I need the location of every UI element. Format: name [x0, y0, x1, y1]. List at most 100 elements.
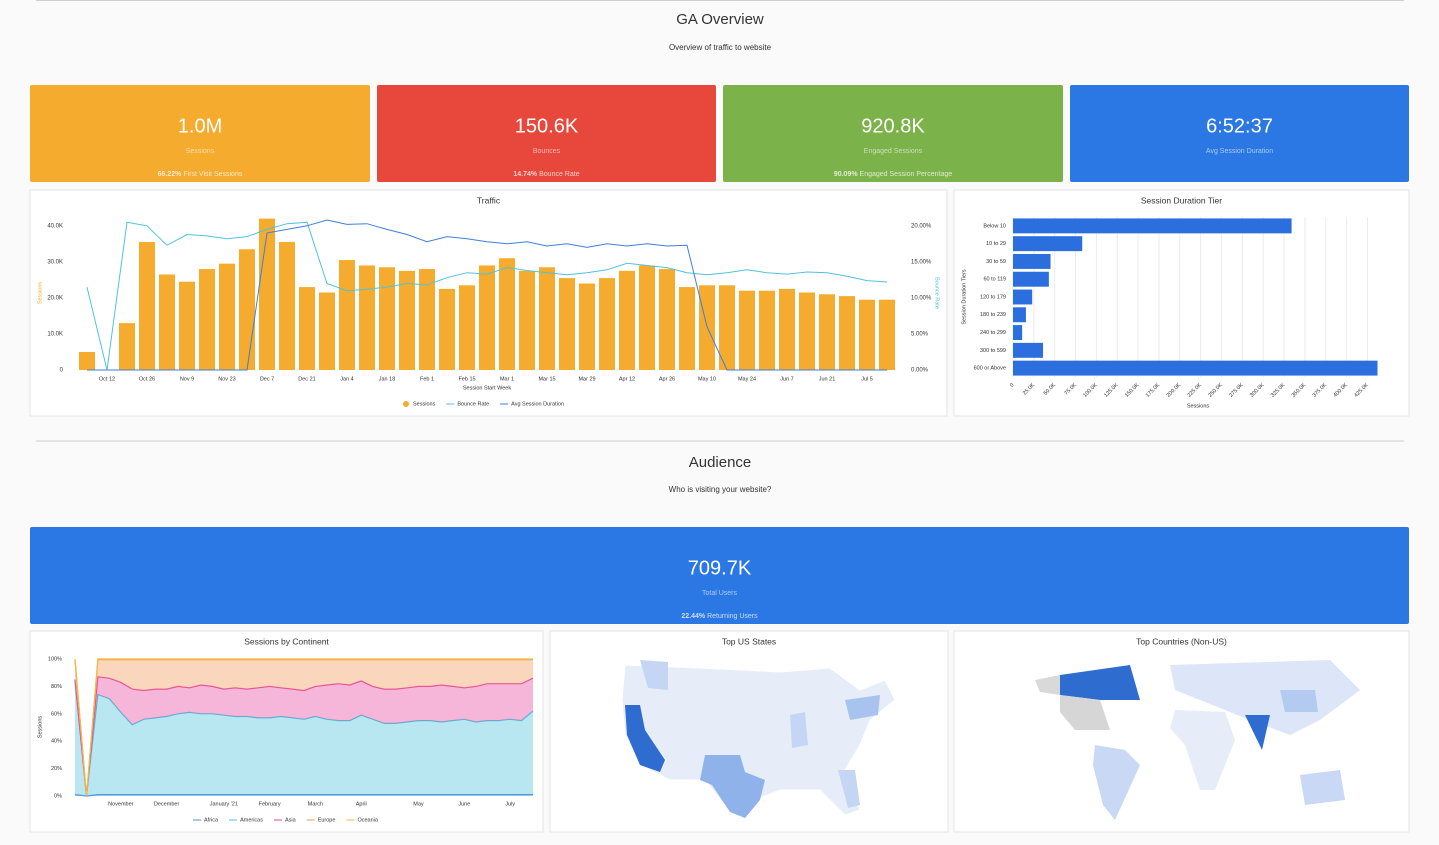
- y-tick-label: 30 to 59: [986, 259, 1006, 265]
- y-axis-label: Session Duration Tiers: [961, 269, 967, 325]
- bar: [419, 269, 435, 370]
- kpi-card: [1070, 85, 1409, 182]
- x-tick-label: Jan 18: [379, 376, 396, 382]
- line: [86, 221, 888, 371]
- y2-tick-label: 15.00%: [911, 259, 932, 265]
- x-tick-label: Oct 26: [139, 376, 155, 382]
- x-tick-label: Jan 4: [340, 376, 353, 382]
- x-tick-label: 0: [1009, 382, 1015, 388]
- map-region: [700, 755, 765, 818]
- kpi-value: 150.6K: [515, 115, 579, 137]
- chart-title: Top US States: [722, 636, 776, 646]
- map-region: [838, 770, 860, 808]
- x-tick-label: May 10: [698, 376, 716, 382]
- bar: [719, 285, 735, 370]
- bar: [799, 292, 815, 370]
- x-axis-label: Sessions: [1187, 403, 1210, 409]
- legend-label: Europe: [318, 817, 336, 823]
- section-subtitle: Who is visiting your website?: [669, 485, 772, 494]
- legend-label: Bounce Rate: [457, 401, 489, 407]
- y-tick-label: 240 to 299: [980, 330, 1006, 336]
- x-tick-label: November: [108, 801, 134, 807]
- x-tick-label: December: [154, 801, 180, 807]
- kpi-card: [377, 85, 716, 182]
- bar: [559, 278, 575, 370]
- bar: [759, 290, 775, 370]
- area: [75, 676, 533, 796]
- kpi-label: Total Users: [702, 590, 738, 597]
- y-tick-label: 10.0K: [47, 332, 63, 338]
- y-tick-label: 600 or Above: [974, 366, 1006, 372]
- y2-tick-label: 20.00%: [911, 223, 932, 229]
- y-tick-label: 40.0K: [47, 223, 63, 229]
- bar: [679, 287, 695, 370]
- map-region: [1170, 660, 1360, 735]
- kpi-subtext: 90.09% Engaged Session Percentage: [834, 171, 952, 178]
- y-tick-label: 10 to 29: [986, 241, 1006, 247]
- map-region: [1300, 770, 1345, 805]
- map-region: [1060, 695, 1110, 730]
- line: [74, 794, 533, 797]
- x-tick-label: February: [259, 801, 281, 807]
- bar: [279, 242, 295, 370]
- map-region: [1093, 745, 1140, 820]
- map-region: [1060, 665, 1140, 700]
- bar: [1013, 253, 1051, 269]
- kpi-value: 709.7K: [688, 557, 752, 579]
- line: [87, 219, 887, 371]
- y-tick-label: 20%: [51, 766, 62, 772]
- chart-title: Session Duration Tier: [1141, 195, 1222, 205]
- bar: [1013, 360, 1378, 376]
- bar: [779, 288, 795, 370]
- bar: [1013, 236, 1083, 252]
- kpi-subtext: 22.44% Returning Users: [681, 613, 758, 620]
- line: [74, 680, 534, 797]
- y-axis-label: Sessions: [37, 716, 43, 739]
- kpi-sub-value: 14.74%: [513, 171, 538, 178]
- kpi-label: Avg Session Duration: [1206, 148, 1273, 155]
- y-tick-label: 80%: [51, 684, 62, 690]
- bar: [859, 299, 875, 370]
- section-title: Audience: [689, 454, 752, 471]
- bar: [179, 281, 195, 370]
- bar: [659, 269, 675, 370]
- section-subtitle: Overview of traffic to website: [669, 43, 772, 52]
- bar: [359, 265, 375, 370]
- y-tick-label: 30.0K: [47, 259, 63, 265]
- kpi-card: [30, 85, 370, 182]
- x-tick-label: May: [413, 801, 424, 807]
- world-map: [1035, 660, 1360, 820]
- legend-marker: [403, 401, 409, 407]
- legend-label: Sessions: [413, 401, 436, 407]
- x-tick-label: January '21: [210, 801, 238, 807]
- kpi-card: [30, 527, 1409, 624]
- area: [75, 680, 533, 796]
- y-tick-label: 60%: [51, 711, 62, 717]
- x-tick-label: June: [458, 801, 470, 807]
- bar: [619, 270, 635, 370]
- kpi-value: 920.8K: [861, 115, 925, 137]
- x-tick-label: Apr 26: [659, 376, 675, 382]
- kpi-subtext: 14.74% Bounce Rate: [513, 171, 579, 178]
- legend-label: Asia: [285, 817, 297, 823]
- chart-panel: [29, 630, 544, 833]
- x-tick-label: Mar 29: [578, 376, 595, 382]
- us-map: [621, 660, 896, 819]
- bar: [579, 283, 595, 370]
- y-tick-label: Below 10: [983, 223, 1006, 229]
- legend-label: Oceania: [357, 817, 378, 823]
- x-tick-label: Oct 12: [99, 376, 115, 382]
- map-region: [790, 712, 808, 748]
- map-region: [1170, 710, 1235, 790]
- bar: [119, 323, 135, 370]
- x-tick-label: July: [505, 801, 515, 807]
- bar: [1013, 289, 1033, 305]
- y-axis-label: Sessions: [37, 282, 43, 305]
- line: [74, 658, 533, 797]
- section-title: GA Overview: [676, 11, 764, 28]
- bar: [259, 218, 275, 370]
- bar: [239, 249, 255, 370]
- y-tick-label: 0: [60, 368, 64, 374]
- bar: [639, 265, 655, 370]
